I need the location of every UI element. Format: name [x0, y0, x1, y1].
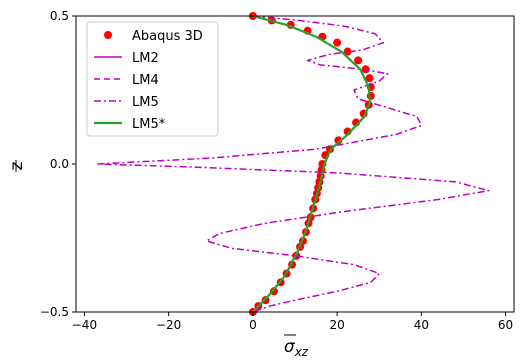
- series-layer: [96, 12, 490, 316]
- legend-label: LM5: [132, 95, 159, 110]
- abaqus-point-9: [365, 74, 374, 83]
- series-line-lm5: [252, 14, 372, 313]
- x-tick-label: −20: [156, 318, 181, 332]
- y-tick-label: 0.0: [50, 157, 69, 171]
- legend: Abaqus 3D LM2 LM4 LM5 LM5*: [86, 21, 219, 137]
- x-tick-label: 20: [329, 318, 344, 332]
- legend-label: LM4: [132, 73, 159, 88]
- x-tick-label: −40: [72, 318, 97, 332]
- legend-label: LM2: [132, 51, 159, 66]
- x-tick-label: 40: [414, 318, 429, 332]
- legend-label: LM5*: [132, 117, 166, 132]
- abaqus-point-11: [366, 91, 375, 100]
- x-axis-label: σxz: [284, 337, 309, 359]
- legend-box: [86, 21, 219, 137]
- abaqus-point-7: [354, 56, 363, 65]
- y-axis-label: z: [7, 161, 27, 170]
- legend-label: Abaqus 3D: [132, 29, 203, 44]
- y-tick-label: −0.5: [40, 305, 69, 319]
- abaqus-point-6: [343, 47, 352, 56]
- legend-swatch-marker: [104, 31, 112, 39]
- abaqus-point-16: [334, 136, 343, 145]
- x-tick-label: 60: [498, 318, 513, 332]
- y-tick-label: 0.5: [50, 9, 69, 23]
- ticks-layer: −40 −20 0 20 40 60 −0.5 0.0 0.5: [40, 9, 513, 332]
- x-tick-label: 0: [249, 318, 257, 332]
- abaqus-point-5: [333, 38, 342, 47]
- series-line-lm5: [96, 15, 490, 313]
